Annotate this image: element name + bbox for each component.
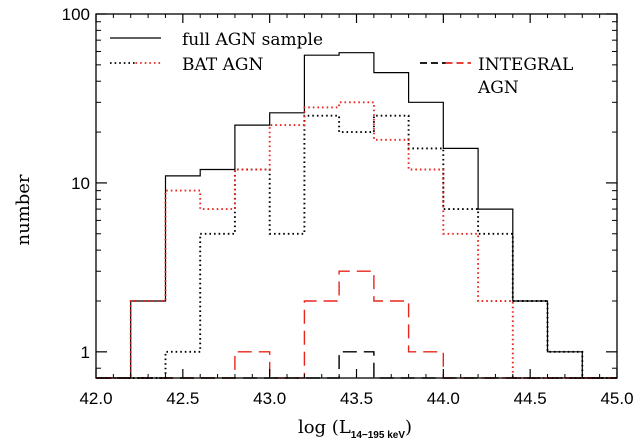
series-2-dotted [96,114,617,379]
series-4-dashed [96,270,617,379]
y-tick-label: 100 [62,5,90,24]
x-tick-label: 44.5 [514,389,547,408]
x-tick-label: 43.0 [253,389,286,408]
x-tick-label: 44.0 [427,389,460,408]
legend-label-full-sample: full AGN sample [182,30,323,50]
x-tick-label: 42.0 [79,389,112,408]
x-axis-title: log (L14−195 keV) [298,417,412,441]
legend-label-integral-line-2: AGN [477,78,519,98]
x-axis-title-subscript: 14−195 keV [351,430,406,441]
series-3-dotted [96,101,617,379]
y-tick-label: 1 [81,343,90,362]
legend-label-integral-line-1: INTEGRAL [478,55,573,75]
x-axis-title-close: ) [405,417,412,438]
x-tick-label: 45.0 [600,389,633,408]
ticks-layer: 42.0 42.5 43.0 43.5 44.0 44.5 45.0 1 10 100 [62,5,634,408]
series-layer [96,52,617,379]
series-1-solid [96,52,617,379]
x-tick-label: 42.5 [166,389,199,408]
legend: full AGN sample BAT AGN INTEGRAL AGN [110,30,573,98]
x-tick-label: 43.5 [340,389,373,408]
y-axis-title: number [13,174,34,245]
y-tick-label: 10 [71,174,90,193]
x-axis-title-main: log (L [298,417,351,438]
legend-label-bat: BAT AGN [182,55,263,75]
